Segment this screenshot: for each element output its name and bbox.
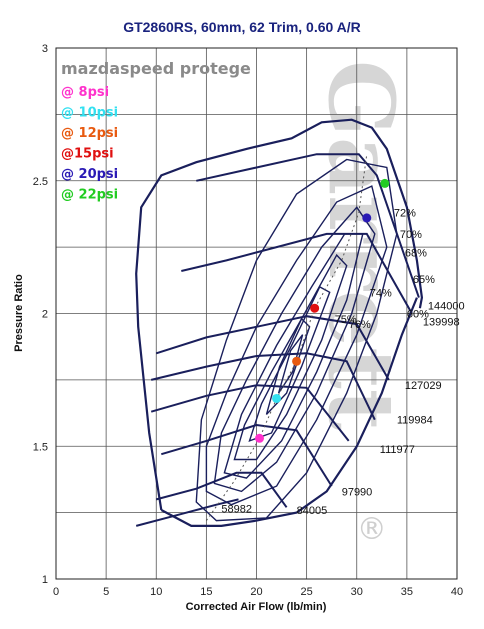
x-tick-label: 15 — [200, 586, 212, 598]
y-axis-title: Pressure Ratio — [13, 274, 25, 352]
map-annotation: 97990 — [342, 486, 373, 498]
speed-line — [150, 352, 376, 421]
speed-line — [150, 384, 350, 442]
points-layer — [255, 178, 390, 443]
legend-entry: @ 12psi — [61, 126, 118, 141]
map-annotation: 60% — [407, 309, 429, 321]
legend: @ 8psi @ 10psi @ 12psi @15psi @ 20psi @ 22psi — [61, 85, 118, 203]
map-annotation: 75% — [335, 314, 357, 326]
boost-point — [272, 393, 282, 403]
map-annotation: 65% — [413, 274, 435, 286]
choke-line — [160, 297, 418, 527]
efficiency-island — [205, 185, 388, 506]
ticks-layer: 0 5 10 15 20 25 30 35 40 1 1.5 2 2.5 3 — [33, 43, 463, 598]
x-tick-label: 30 — [351, 586, 363, 598]
curves-layer — [135, 118, 424, 527]
efficiency-island — [265, 317, 311, 415]
speed-line — [196, 153, 420, 298]
map-annotation: 74% — [370, 287, 392, 299]
map-annotation: 84005 — [297, 505, 328, 517]
plot-frame — [55, 47, 458, 580]
map-annotation: 72% — [394, 208, 416, 220]
legend-entry: @ 22psi — [61, 188, 118, 203]
map-annotation: 144000 — [428, 301, 465, 313]
legend-entry: @ 20psi — [61, 167, 118, 182]
y-tick-label: 1 — [42, 574, 48, 586]
surge-line — [135, 118, 424, 511]
x-tick-label: 25 — [301, 586, 313, 598]
y-tick-label: 3 — [42, 43, 48, 55]
annotations-layer: 58982 84005 97990 111977 119984 127029 139998 1… — [221, 208, 464, 517]
efficiency-island — [277, 334, 304, 394]
speed-line — [135, 498, 239, 527]
chart-title: GT2860RS, 60mm, 62 Trim, 0.60 A/R — [123, 19, 361, 35]
operating-line — [205, 154, 368, 521]
legend-entry: @15psi — [61, 147, 114, 162]
x-axis-title: Corrected Air Flow (lb/min) — [186, 601, 327, 613]
efficiency-island — [233, 253, 348, 461]
boost-point — [362, 213, 372, 223]
x-tick-label: 40 — [451, 586, 463, 598]
chart-subtitle: mazdaspeed protege — [61, 59, 251, 78]
speed-line — [181, 232, 413, 314]
grid-layer — [56, 48, 457, 579]
x-tick-label: 5 — [103, 586, 109, 598]
map-annotation: 70% — [400, 229, 422, 241]
speed-line — [161, 423, 333, 487]
efficiency-island — [195, 158, 398, 522]
map-annotation: 127029 — [405, 380, 442, 392]
registered-mark: ® — [357, 512, 387, 547]
boost-point — [255, 433, 265, 443]
x-tick-label: 10 — [150, 586, 162, 598]
map-annotation: 58982 — [221, 504, 252, 516]
map-annotation: 119984 — [397, 415, 433, 427]
speed-line — [156, 471, 288, 508]
map-annotation: 76% — [349, 319, 371, 331]
boost-point — [310, 303, 320, 313]
x-tick-label: 35 — [401, 586, 413, 598]
x-tick-label: 20 — [250, 586, 262, 598]
speed-line — [155, 315, 390, 381]
y-tick-label: 2.5 — [33, 176, 48, 188]
x-tick-label: 0 — [53, 586, 59, 598]
boost-point — [292, 356, 302, 366]
map-annotation: 111977 — [380, 444, 415, 456]
y-tick-label: 2 — [42, 309, 48, 321]
map-annotation: 68% — [405, 247, 427, 259]
legend-entry: @ 10psi — [61, 106, 118, 121]
y-tick-label: 1.5 — [33, 441, 48, 453]
legend-entry: @ 8psi — [61, 85, 109, 100]
map-annotation: 139998 — [423, 316, 460, 328]
boost-point — [380, 178, 390, 188]
